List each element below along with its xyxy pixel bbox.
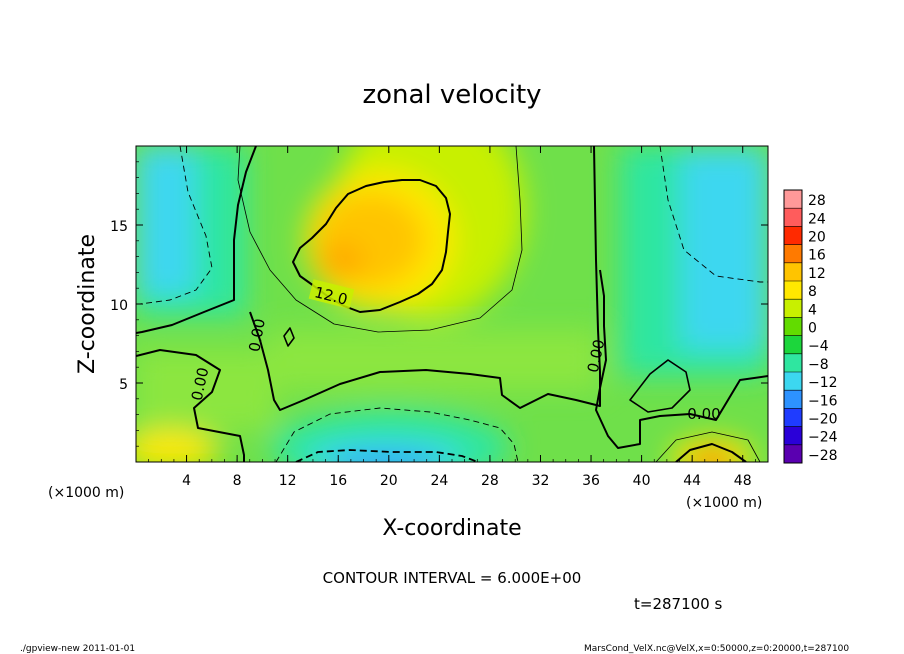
contour-neg-right — [659, 146, 768, 283]
colorbar-label: 8 — [808, 284, 817, 300]
x-tick-label: 4 — [182, 473, 191, 489]
colorbar-label: −16 — [808, 393, 838, 409]
x-tick-label: 40 — [633, 473, 651, 489]
colorbar-frame — [783, 189, 803, 464]
x-tick-label: 48 — [734, 473, 752, 489]
colorbar-label: −4 — [808, 339, 829, 355]
contour-neg-left — [139, 146, 213, 305]
footer-right: MarsCond_VelX.nc@VelX,x=0:50000,z=0:2000… — [584, 644, 849, 654]
contour-neg-bottom-inner — [295, 449, 479, 462]
colorbar-swatch — [784, 244, 802, 264]
contour-zero-left — [136, 146, 257, 334]
x-tick-label: 12 — [279, 473, 297, 489]
y-tick-label: 10 — [110, 298, 128, 314]
x-unit-left: (×1000 m) — [48, 485, 124, 501]
colorbar-swatch — [784, 408, 802, 428]
y-tick-label: 15 — [110, 219, 128, 235]
contour-zero-blob — [629, 359, 691, 413]
colorbar-label: −8 — [808, 357, 829, 373]
colorbar-label: 0 — [808, 321, 817, 337]
contour-interval-text: CONTOUR INTERVAL = 6.000E+00 — [323, 569, 582, 587]
x-tick-label: 8 — [233, 473, 242, 489]
y-axis-ticks: 5 10 15 — [110, 145, 768, 463]
x-tick-label: 32 — [532, 473, 550, 489]
plot-area: 12.0 0.00 0.00 0.00 0.00 — [136, 146, 768, 462]
colorbar-swatch — [784, 426, 802, 446]
x-axis-label: X-coordinate — [382, 516, 521, 541]
colorbar-label: 20 — [808, 230, 826, 246]
colorbar-label: 4 — [808, 302, 817, 318]
colorbar-swatch — [784, 190, 802, 209]
contour-zero-small — [283, 327, 295, 347]
colorbar-swatch — [784, 208, 802, 227]
colorbar-swatch — [784, 390, 802, 409]
colorbar-swatch — [784, 226, 802, 246]
contour-pos-corner-thin — [655, 431, 761, 462]
contour-zero-band — [249, 146, 601, 411]
colorbar-label: −20 — [808, 412, 838, 428]
contour-6 — [237, 146, 523, 333]
colorbar-label: 28 — [808, 193, 826, 209]
colorbar: 28 24 20 16 12 8 4 0 −4 −8 −12 −16 −20 −24 −28 — [783, 189, 838, 464]
x-tick-label: 36 — [582, 473, 600, 489]
colorbar-label: −12 — [808, 375, 838, 391]
chart-title: zonal velocity — [362, 80, 541, 110]
colorbar-swatch — [784, 353, 802, 373]
time-text: t=287100 s — [634, 595, 722, 613]
contour-pos-corner — [675, 443, 747, 462]
colorbar-swatch — [784, 317, 802, 337]
colorbar-swatch — [784, 372, 802, 391]
shaded-field — [136, 146, 768, 462]
contour-lines — [136, 146, 768, 462]
contour-labels: 12.0 0.00 0.00 0.00 0.00 — [188, 279, 721, 423]
colorbar-label: −24 — [808, 430, 838, 446]
x-tick-label: 20 — [380, 473, 398, 489]
contour-zero-middle — [136, 349, 245, 462]
x-unit-right: (×1000 m) — [686, 495, 762, 511]
contour-neg-bottom — [275, 407, 519, 462]
colorbar-swatch — [784, 281, 802, 300]
footer-left: ./gpview-new 2011-01-01 — [20, 644, 135, 654]
contour-label-zero-1: 0.00 — [245, 317, 269, 353]
colorbar-swatch — [784, 262, 802, 282]
colorbar-swatch — [784, 299, 802, 318]
colorbar-swatch — [784, 335, 802, 355]
x-axis-ticks: 4 8 12 16 20 24 28 32 36 40 44 48 — [135, 146, 769, 489]
colorbar-swatch — [784, 444, 802, 464]
x-tick-label: 24 — [430, 473, 448, 489]
colorbar-label: 16 — [808, 248, 826, 264]
contour-zero-right — [595, 269, 768, 449]
x-tick-label: 44 — [683, 473, 701, 489]
y-tick-label: 5 — [119, 377, 128, 393]
colorbar-label: 24 — [808, 211, 826, 227]
contour-label-zero-4: 0.00 — [687, 405, 720, 423]
colorbar-label: −28 — [808, 448, 838, 464]
x-tick-label: 16 — [329, 473, 347, 489]
y-axis-label: Z-coordinate — [75, 234, 100, 374]
x-tick-label: 28 — [481, 473, 499, 489]
colorbar-label: 12 — [808, 266, 826, 282]
